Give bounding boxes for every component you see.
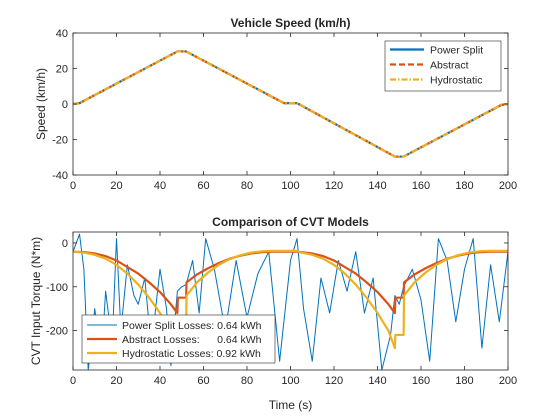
torque-series-group — [73, 233, 508, 370]
speed-x-tick-label: 200 — [499, 180, 517, 192]
speed-y-tick-label: 0 — [62, 99, 68, 111]
speed-legend-label-2: Hydrostatic — [430, 74, 483, 86]
speed-x-tick-label: 0 — [70, 180, 76, 192]
torque-legend: Power Split Losses: 0.64 kWh Abstract Los… — [81, 314, 276, 364]
torque-x-tick-label: 160 — [412, 375, 430, 387]
speed-series-line-2 — [73, 50, 508, 158]
torque-x-tick-label: 60 — [197, 375, 209, 387]
speed-x-tick-label: 120 — [325, 180, 343, 192]
torque-y-tick-label: -200 — [46, 326, 68, 338]
torque-x-axis-label: Time (s) — [269, 398, 313, 412]
torque-x-tick-label: 100 — [281, 375, 299, 387]
speed-x-tick-label: 40 — [154, 180, 166, 192]
torque-x-tick-label: 200 — [499, 375, 517, 387]
torque-x-tick-label: 140 — [368, 375, 386, 387]
speed-x-tick-label: 140 — [368, 180, 386, 192]
torque-x-tick-label: 80 — [241, 375, 253, 387]
torque-legend-label-2: Hydrostatic Losses: 0.92 kWh — [122, 348, 261, 360]
torque-ticks: 0 20 40 60 80 100 120 140 160 180 200 -200 -100 0 — [46, 232, 517, 387]
torque-x-tick-label: 180 — [455, 375, 473, 387]
torque-y-axis-label: CVT Input Torque (N*m) — [29, 237, 43, 365]
speed-legend-label-0: Power Split — [430, 44, 483, 56]
torque-legend-label-0: Power Split Losses: 0.64 kWh — [122, 320, 262, 332]
torque-x-tick-label: 120 — [325, 375, 343, 387]
speed-series-group — [73, 50, 508, 158]
speed-y-axis-label: Speed (km/h) — [34, 68, 48, 140]
speed-chart-title: Vehicle Speed (km/h) — [230, 16, 350, 30]
torque-series-line-2 — [73, 249, 508, 350]
torque-y-tick-label: -100 — [46, 282, 68, 294]
speed-legend: Power Split Abstract Hydrostatic — [384, 40, 502, 92]
speed-x-tick-label: 20 — [110, 180, 122, 192]
speed-y-tick-label: -40 — [52, 170, 68, 182]
speed-axes: 0 20 40 60 80 100 120 140 160 180 200 -40 -20 0 20 40 V… — [34, 16, 517, 192]
torque-y-tick-label: 0 — [62, 238, 68, 250]
speed-legend-label-1: Abstract — [430, 59, 469, 71]
speed-x-tick-label: 160 — [412, 180, 430, 192]
torque-legend-label-1: Abstract Losses: 0.64 kWh — [122, 334, 262, 346]
torque-x-tick-label: 0 — [70, 375, 76, 387]
speed-y-tick-label: 40 — [56, 28, 68, 40]
torque-x-tick-label: 20 — [110, 375, 122, 387]
torque-x-tick-label: 40 — [154, 375, 166, 387]
torque-axes: 0 20 40 60 80 100 120 140 160 180 200 -200 -100 0 Com… — [29, 215, 517, 412]
speed-x-tick-label: 180 — [455, 180, 473, 192]
speed-x-tick-label: 80 — [241, 180, 253, 192]
speed-x-tick-label: 100 — [281, 180, 299, 192]
torque-chart-title: Comparison of CVT Models — [212, 215, 369, 229]
speed-x-tick-label: 60 — [197, 180, 209, 192]
speed-ticks: 0 20 40 60 80 100 120 140 160 180 200 -40 -20 0 20 40 — [52, 28, 517, 192]
speed-y-tick-label: -20 — [52, 135, 68, 147]
speed-y-tick-label: 20 — [56, 64, 68, 76]
